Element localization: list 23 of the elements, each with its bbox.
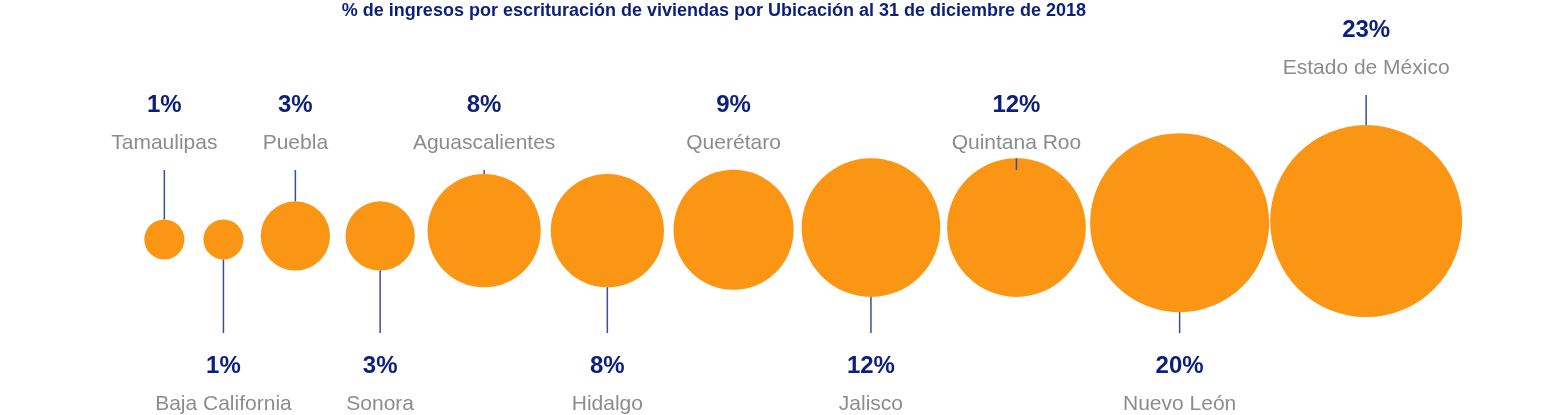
category-label: Nuevo León — [1122, 390, 1237, 414]
category-label: Quintana Roo — [951, 129, 1082, 153]
category-label: Hidalgo — [571, 390, 643, 414]
data-label: 23% — [1342, 14, 1391, 42]
data-label: 8% — [589, 350, 625, 378]
category-label: Sonora — [346, 390, 415, 414]
data-label: 8% — [466, 89, 502, 117]
category-label: Querétaro — [686, 129, 781, 153]
data-label: 9% — [716, 89, 751, 117]
data-label: 12% — [846, 350, 895, 378]
data-label: 3% — [362, 350, 398, 378]
text: % de ingresos por escrituración de viviendas por Ubicación al 31 de diciembre de 2018 — [341, 0, 1087, 20]
category-label: Baja California — [155, 390, 293, 414]
data-label: 1% — [206, 350, 241, 378]
category-label: Puebla — [262, 129, 329, 153]
data-label: 20% — [1155, 350, 1204, 378]
category-label: Estado de México — [1282, 54, 1450, 78]
data-label: 12% — [992, 89, 1041, 117]
category-label: Tamaulipas — [111, 129, 218, 153]
category-label: Jalisco — [838, 390, 904, 414]
data-label: 1% — [147, 89, 182, 117]
data-label: 3% — [278, 89, 313, 117]
category-label: Aguascalientes — [412, 129, 556, 153]
